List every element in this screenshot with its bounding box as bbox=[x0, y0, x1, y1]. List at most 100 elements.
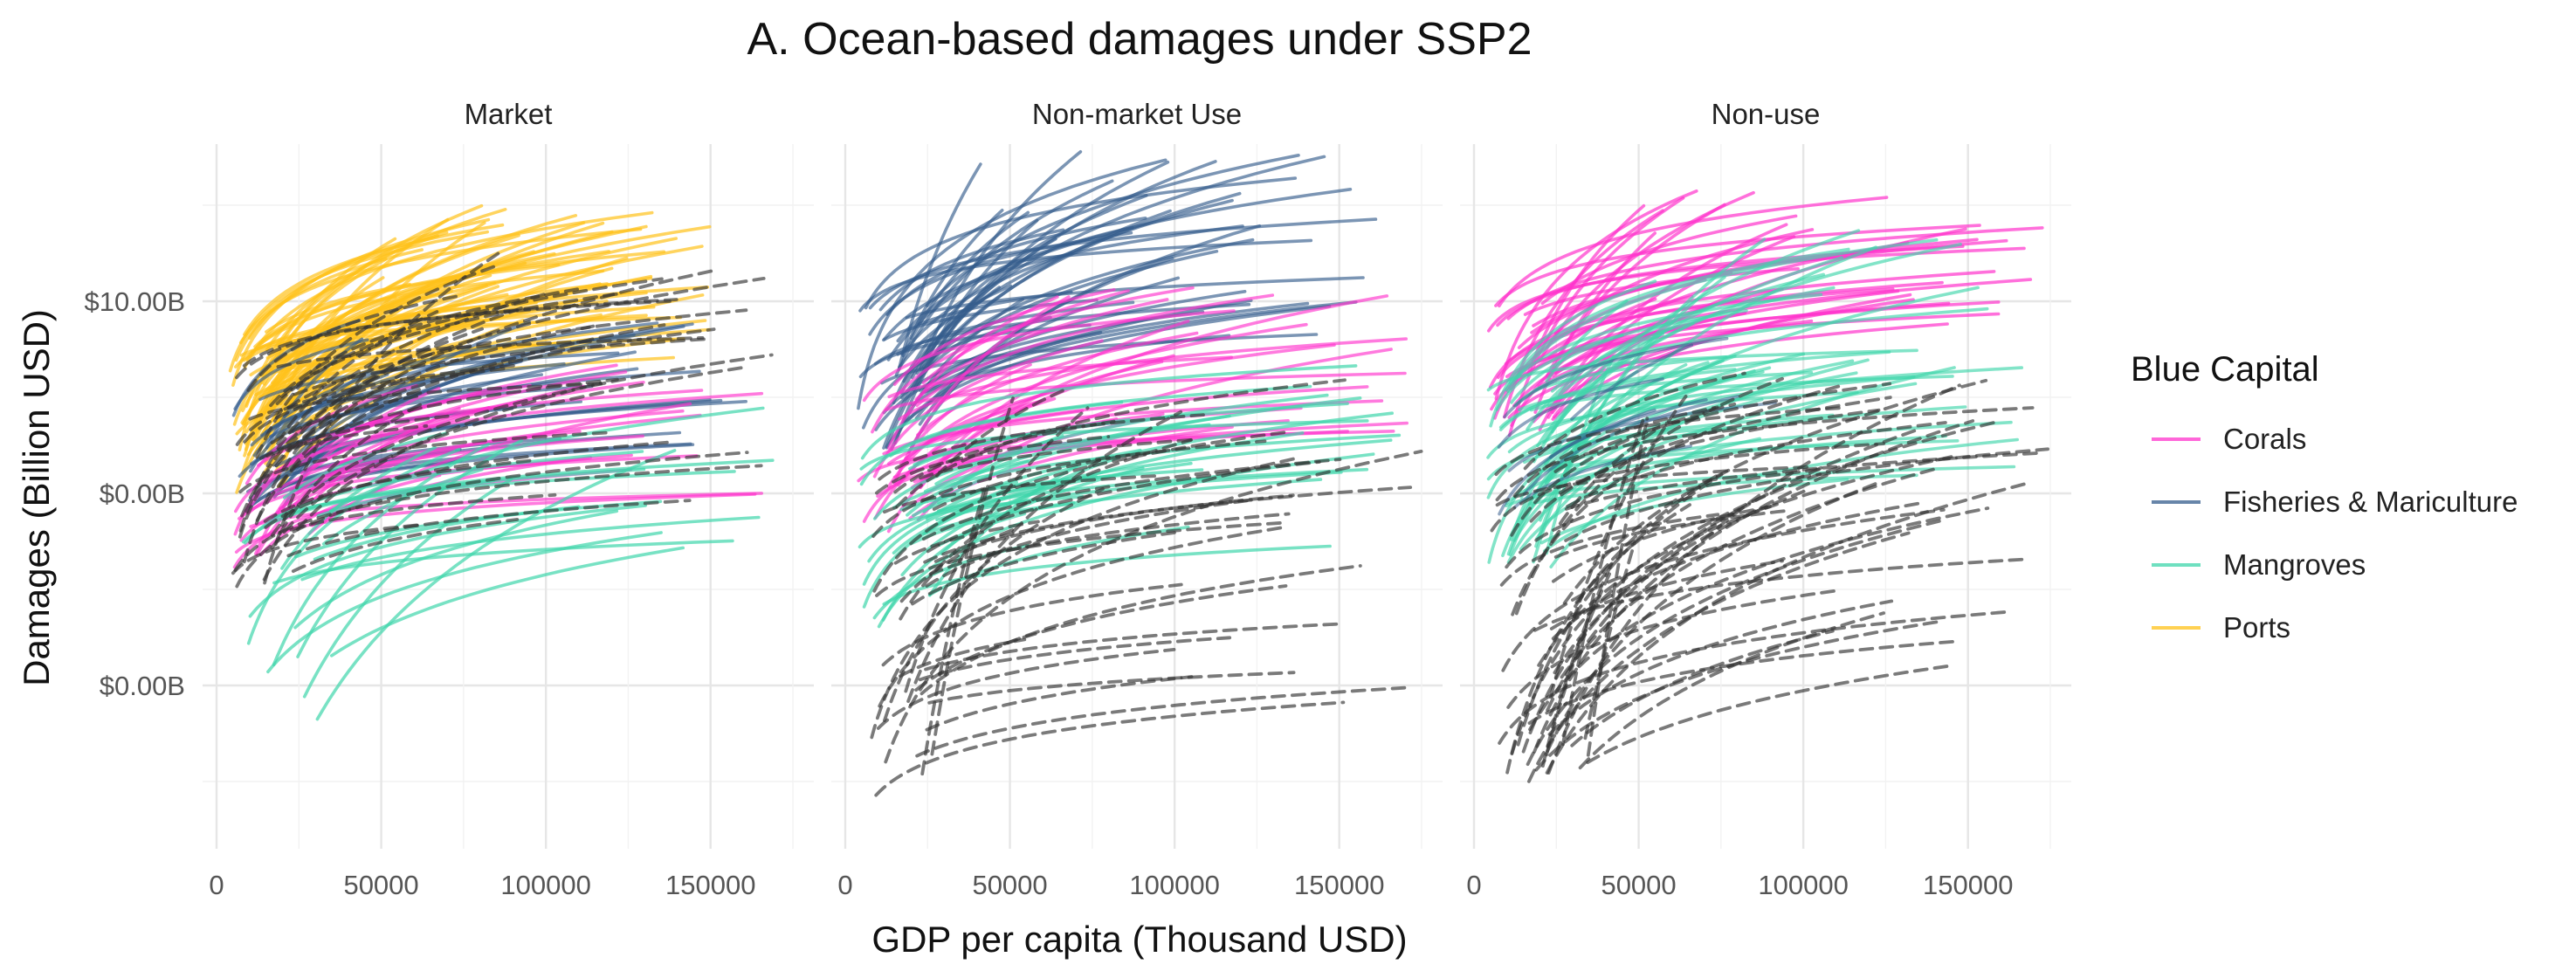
x-tick-label: 50000 bbox=[1601, 870, 1676, 900]
y-tick-label: $0.00B bbox=[100, 671, 185, 701]
series-line-mangroves bbox=[248, 504, 647, 618]
series-line-other bbox=[270, 365, 751, 550]
series-line-fisheries-mariculture bbox=[901, 209, 1004, 358]
legend-items: Corals Fisheries & Mariculture Mangroves Po… bbox=[2152, 423, 2517, 644]
series-line-other bbox=[926, 460, 1321, 554]
series-line-other bbox=[928, 512, 1291, 576]
series-line-fisheries-mariculture bbox=[897, 162, 982, 371]
x-tick-label: 150000 bbox=[1923, 870, 2013, 900]
series-line-other bbox=[1545, 572, 1611, 757]
series-line-other bbox=[1586, 417, 1650, 757]
series-line-mangroves bbox=[1505, 247, 1850, 392]
facet-panel: Non-use 0 50000 100000 150000 bbox=[1460, 98, 2071, 900]
series-line-other bbox=[1505, 470, 1725, 775]
facet-panel: Non-market Use 0 50000 100000 150000 bbox=[831, 98, 1443, 900]
series-line-other bbox=[1527, 639, 1957, 725]
series-line-other bbox=[1552, 505, 1772, 583]
series-line-other bbox=[238, 430, 615, 494]
series-line-fisheries-mariculture bbox=[1570, 343, 1694, 421]
series-line-other bbox=[932, 451, 1146, 511]
series-line-other bbox=[927, 671, 1296, 705]
series-line-ports bbox=[228, 230, 489, 373]
legend: Blue Capital Corals Fisheries & Maricultu… bbox=[2131, 350, 2517, 644]
series-line-other bbox=[1547, 599, 1894, 736]
series-line-other bbox=[1564, 447, 2049, 542]
series-line-corals bbox=[876, 421, 1409, 498]
series-line-other bbox=[235, 451, 749, 589]
series-line-fisheries-mariculture bbox=[883, 224, 1244, 341]
series-line-other bbox=[895, 378, 1347, 509]
series-line-corals bbox=[918, 362, 1032, 441]
series-line-other bbox=[262, 381, 603, 582]
series-line-other bbox=[1490, 442, 1885, 533]
series-line-mangroves bbox=[1486, 375, 1916, 499]
series-line-other bbox=[918, 636, 1232, 682]
legend-label: Mangroves bbox=[2223, 548, 2366, 581]
series-line-other bbox=[925, 498, 1255, 588]
series-line-corals bbox=[259, 473, 442, 556]
chart-title: A. Ocean-based damages under SSP2 bbox=[747, 14, 1532, 65]
series-line-other bbox=[1562, 378, 1988, 605]
facet-strip-label: Non-use bbox=[1712, 98, 1821, 130]
series-line-fisheries-mariculture bbox=[894, 179, 1114, 377]
series-line-mangroves bbox=[859, 419, 1369, 471]
series-line-mangroves bbox=[283, 431, 448, 499]
series-line-other bbox=[286, 327, 484, 450]
series-line-other bbox=[925, 675, 1194, 732]
series-line-mangroves bbox=[867, 474, 1098, 563]
series-line-other bbox=[1551, 501, 1922, 641]
series-line-other bbox=[924, 622, 1346, 671]
series-line-other bbox=[1566, 421, 1947, 508]
series-line-corals bbox=[234, 391, 764, 513]
facet-strip-label: Non-market Use bbox=[1032, 98, 1242, 130]
series-line-corals bbox=[915, 293, 1275, 407]
series-line-other bbox=[875, 435, 1111, 495]
series-line-mangroves bbox=[1489, 279, 1657, 428]
series-line-corals bbox=[893, 295, 1071, 485]
series-line-other bbox=[264, 440, 674, 529]
series-line-corals bbox=[892, 288, 1116, 386]
x-axis-title: GDP per capita (Thousand USD) bbox=[871, 919, 1407, 960]
series-line-other bbox=[881, 582, 1183, 667]
legend-label: Ports bbox=[2223, 611, 2290, 644]
series-line-fisheries-mariculture bbox=[902, 198, 1234, 383]
x-tick-label: 0 bbox=[209, 870, 224, 900]
series-line-corals bbox=[862, 309, 1236, 403]
series-line-fisheries-mariculture bbox=[1503, 336, 1729, 419]
series-line-other bbox=[1511, 382, 1848, 616]
series-line-mangroves bbox=[280, 445, 437, 570]
series-line-mangroves bbox=[302, 478, 513, 699]
x-tick-label: 0 bbox=[1466, 870, 1481, 900]
series-line-other bbox=[1548, 395, 1688, 699]
series-line-other bbox=[286, 499, 692, 558]
x-tick-label: 0 bbox=[837, 870, 852, 900]
series-line-other bbox=[870, 455, 1302, 740]
series-line-other bbox=[1506, 589, 1842, 709]
legend-title: Blue Capital bbox=[2131, 350, 2319, 389]
series-line-mangroves bbox=[329, 406, 765, 513]
series-line-mangroves bbox=[1542, 321, 1695, 444]
series-line-other bbox=[921, 458, 1342, 541]
series-line-corals bbox=[886, 295, 1059, 450]
series-line-other bbox=[233, 464, 763, 572]
series-line-corals bbox=[1496, 244, 1965, 327]
x-tick-label: 150000 bbox=[665, 870, 755, 900]
series-line-mangroves bbox=[1506, 238, 1939, 394]
series-line-mangroves bbox=[315, 449, 677, 721]
series-line-other bbox=[1528, 506, 1990, 732]
series-line-corals bbox=[886, 322, 1308, 489]
series-line-mangroves bbox=[889, 400, 1124, 458]
series-line-mangroves bbox=[1539, 478, 1849, 545]
series-line-other bbox=[871, 439, 1267, 538]
series-line-other bbox=[899, 437, 1194, 621]
series-line-mangroves bbox=[1523, 413, 1835, 465]
series-line-other bbox=[933, 493, 1295, 563]
series-line-other bbox=[1495, 406, 2035, 502]
series-line-other bbox=[1586, 664, 1956, 764]
series-line-other bbox=[883, 487, 1105, 722]
series-line-mangroves bbox=[266, 531, 663, 674]
series-line-other bbox=[1564, 451, 2044, 511]
series-line-fisheries-mariculture bbox=[893, 161, 1170, 445]
series-line-other bbox=[1499, 513, 1720, 587]
series-line-other bbox=[255, 265, 496, 459]
